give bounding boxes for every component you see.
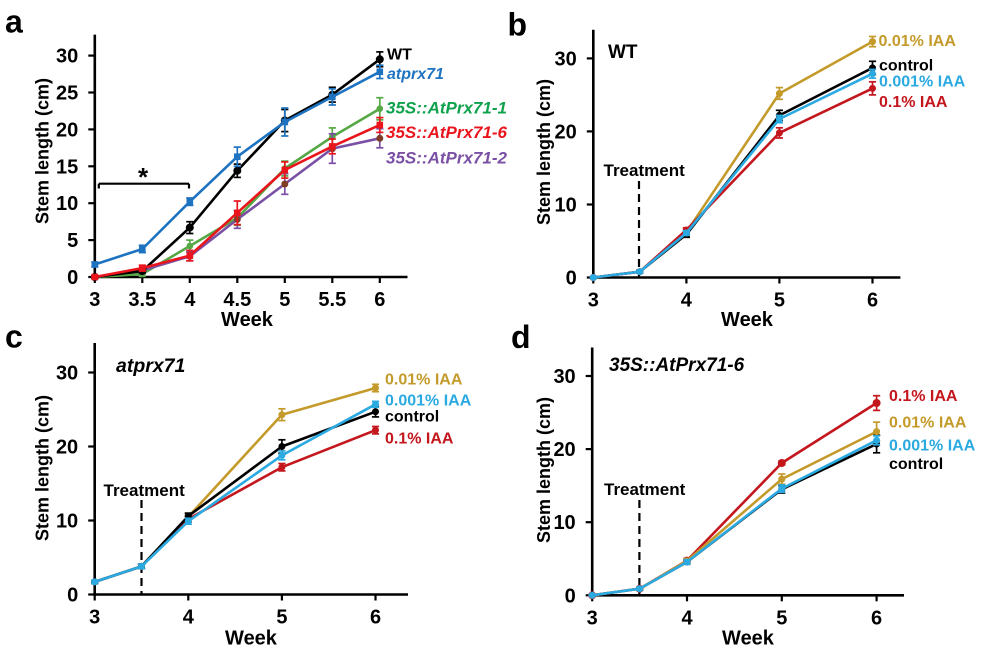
svg-text:0: 0 xyxy=(566,268,577,290)
svg-text:5.5: 5.5 xyxy=(318,289,346,311)
svg-text:Week: Week xyxy=(225,628,278,650)
svg-text:6: 6 xyxy=(374,289,385,311)
svg-text:4.5: 4.5 xyxy=(223,289,251,311)
svg-text:3: 3 xyxy=(89,289,100,311)
svg-text:Treatment: Treatment xyxy=(604,480,686,499)
svg-text:3.5: 3.5 xyxy=(128,289,156,311)
svg-text:6: 6 xyxy=(871,607,882,629)
svg-text:Treatment: Treatment xyxy=(104,481,186,500)
svg-text:b: b xyxy=(508,7,528,43)
svg-text:25: 25 xyxy=(56,83,78,105)
svg-text:atprx71: atprx71 xyxy=(387,66,444,83)
svg-text:35S::AtPrx71-6: 35S::AtPrx71-6 xyxy=(386,123,507,142)
svg-text:a: a xyxy=(5,4,23,40)
svg-text:35S::AtPrx71-1: 35S::AtPrx71-1 xyxy=(386,99,507,118)
svg-text:4: 4 xyxy=(183,607,195,629)
svg-text:0.1% IAA: 0.1% IAA xyxy=(879,94,948,111)
svg-text:d: d xyxy=(511,319,531,355)
svg-text:30: 30 xyxy=(553,366,575,388)
svg-text:Stem length (cm): Stem length (cm) xyxy=(33,78,53,224)
svg-text:Stem length (cm): Stem length (cm) xyxy=(33,395,53,541)
svg-text:10: 10 xyxy=(56,193,78,215)
svg-text:control: control xyxy=(889,456,943,473)
svg-text:0: 0 xyxy=(565,585,576,607)
svg-text:20: 20 xyxy=(553,439,575,461)
svg-text:20: 20 xyxy=(56,119,78,141)
svg-text:30: 30 xyxy=(555,48,577,70)
svg-text:WT: WT xyxy=(387,47,412,64)
svg-text:0.01% IAA: 0.01% IAA xyxy=(879,33,957,50)
svg-text:10: 10 xyxy=(56,511,78,533)
svg-text:c: c xyxy=(5,319,23,355)
svg-text:0: 0 xyxy=(67,267,78,289)
svg-text:6: 6 xyxy=(370,607,381,629)
svg-text:5: 5 xyxy=(279,289,290,311)
svg-text:0.1% IAA: 0.1% IAA xyxy=(889,388,958,405)
svg-text:20: 20 xyxy=(555,121,577,143)
svg-text:3: 3 xyxy=(588,290,599,312)
svg-text:35S::AtPrx71-6: 35S::AtPrx71-6 xyxy=(609,355,745,376)
svg-text:35S::AtPrx71-2: 35S::AtPrx71-2 xyxy=(386,149,507,168)
svg-text:4: 4 xyxy=(681,607,693,629)
svg-text:10: 10 xyxy=(555,194,577,216)
svg-text:5: 5 xyxy=(67,230,78,252)
svg-text:5: 5 xyxy=(276,607,287,629)
svg-text:3: 3 xyxy=(587,607,598,629)
svg-text:Stem length (cm): Stem length (cm) xyxy=(534,397,554,543)
svg-text:control: control xyxy=(879,58,933,75)
svg-text:atprx71: atprx71 xyxy=(116,355,185,377)
svg-text:Week: Week xyxy=(722,628,775,650)
svg-text:0.1% IAA: 0.1% IAA xyxy=(385,430,454,447)
svg-text:0.01% IAA: 0.01% IAA xyxy=(385,372,463,389)
svg-text:Treatment: Treatment xyxy=(604,161,686,180)
svg-text:0.001% IAA: 0.001% IAA xyxy=(879,74,966,91)
svg-text:30: 30 xyxy=(56,363,78,385)
svg-text:5: 5 xyxy=(774,290,785,312)
svg-text:4: 4 xyxy=(681,290,693,312)
svg-text:Week: Week xyxy=(721,309,774,331)
svg-text:15: 15 xyxy=(56,156,78,178)
svg-text:10: 10 xyxy=(553,512,575,534)
svg-text:Week: Week xyxy=(221,309,274,331)
svg-text:control: control xyxy=(385,408,439,425)
svg-text:0.01% IAA: 0.01% IAA xyxy=(889,415,967,432)
svg-text:20: 20 xyxy=(56,437,78,459)
svg-text:0: 0 xyxy=(67,585,78,607)
svg-text:6: 6 xyxy=(867,290,878,312)
svg-text:WT: WT xyxy=(608,42,638,63)
svg-text:4: 4 xyxy=(184,289,196,311)
svg-text:*: * xyxy=(138,162,149,192)
svg-text:0.001% IAA: 0.001% IAA xyxy=(385,393,472,410)
svg-text:3: 3 xyxy=(89,607,100,629)
svg-text:30: 30 xyxy=(56,46,78,68)
svg-text:5: 5 xyxy=(776,607,787,629)
svg-text:Stem length (cm): Stem length (cm) xyxy=(534,79,554,225)
svg-text:0.001% IAA: 0.001% IAA xyxy=(889,437,976,454)
